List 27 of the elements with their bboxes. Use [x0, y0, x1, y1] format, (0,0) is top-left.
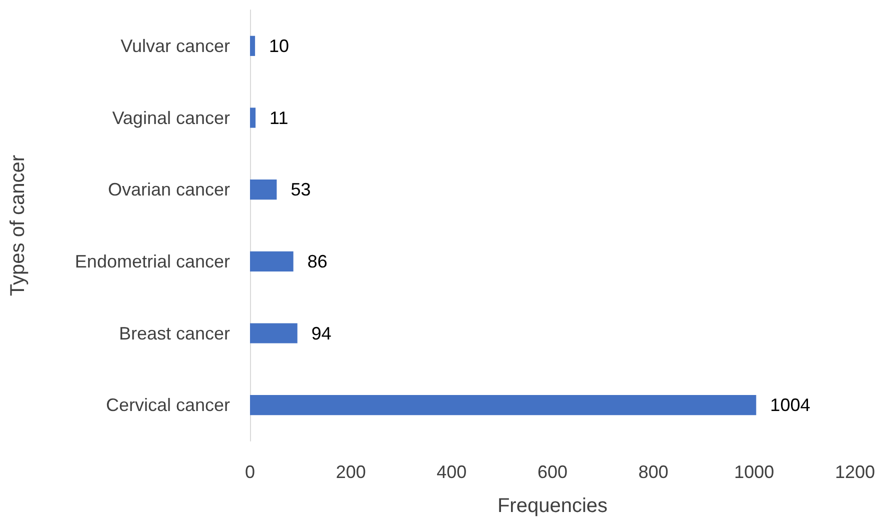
- bar: [250, 395, 756, 416]
- data-label: 53: [290, 180, 311, 200]
- y-tick-label: Ovarian cancer: [108, 180, 230, 200]
- data-label: 86: [307, 251, 328, 272]
- x-axis-title: Frequencies: [497, 495, 608, 517]
- x-tick-label: 1200: [834, 462, 876, 482]
- x-tick-label: 200: [336, 462, 366, 482]
- x-tick-label: 1000: [734, 462, 774, 482]
- data-label: 1004: [770, 395, 810, 416]
- bar: [250, 108, 256, 128]
- x-tick-label: 400: [436, 462, 467, 482]
- data-label: 11: [270, 108, 288, 128]
- bar: [250, 323, 298, 344]
- data-label: 10: [269, 36, 290, 56]
- y-tick-label: Breast cancer: [118, 323, 230, 344]
- bar: [250, 36, 256, 56]
- y-tick-label: Vulvar cancer: [120, 36, 230, 56]
- x-tick-label: 800: [638, 462, 668, 482]
- y-tick-label: Cervical cancer: [106, 395, 230, 416]
- y-axis-title: Types of cancer: [7, 154, 29, 296]
- bar: [250, 180, 277, 200]
- x-tick-label: 0: [244, 462, 256, 482]
- x-tick-label: 600: [537, 462, 568, 482]
- y-tick-label: Vaginal cancer: [112, 108, 230, 128]
- data-label: 94: [311, 323, 332, 344]
- bar: [250, 251, 294, 272]
- y-tick-label: Endometrial cancer: [74, 251, 230, 272]
